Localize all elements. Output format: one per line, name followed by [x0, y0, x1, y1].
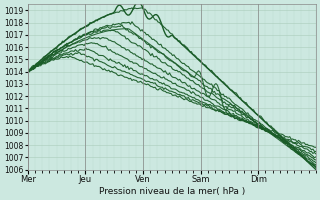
X-axis label: Pression niveau de la mer( hPa ): Pression niveau de la mer( hPa ): [99, 187, 245, 196]
